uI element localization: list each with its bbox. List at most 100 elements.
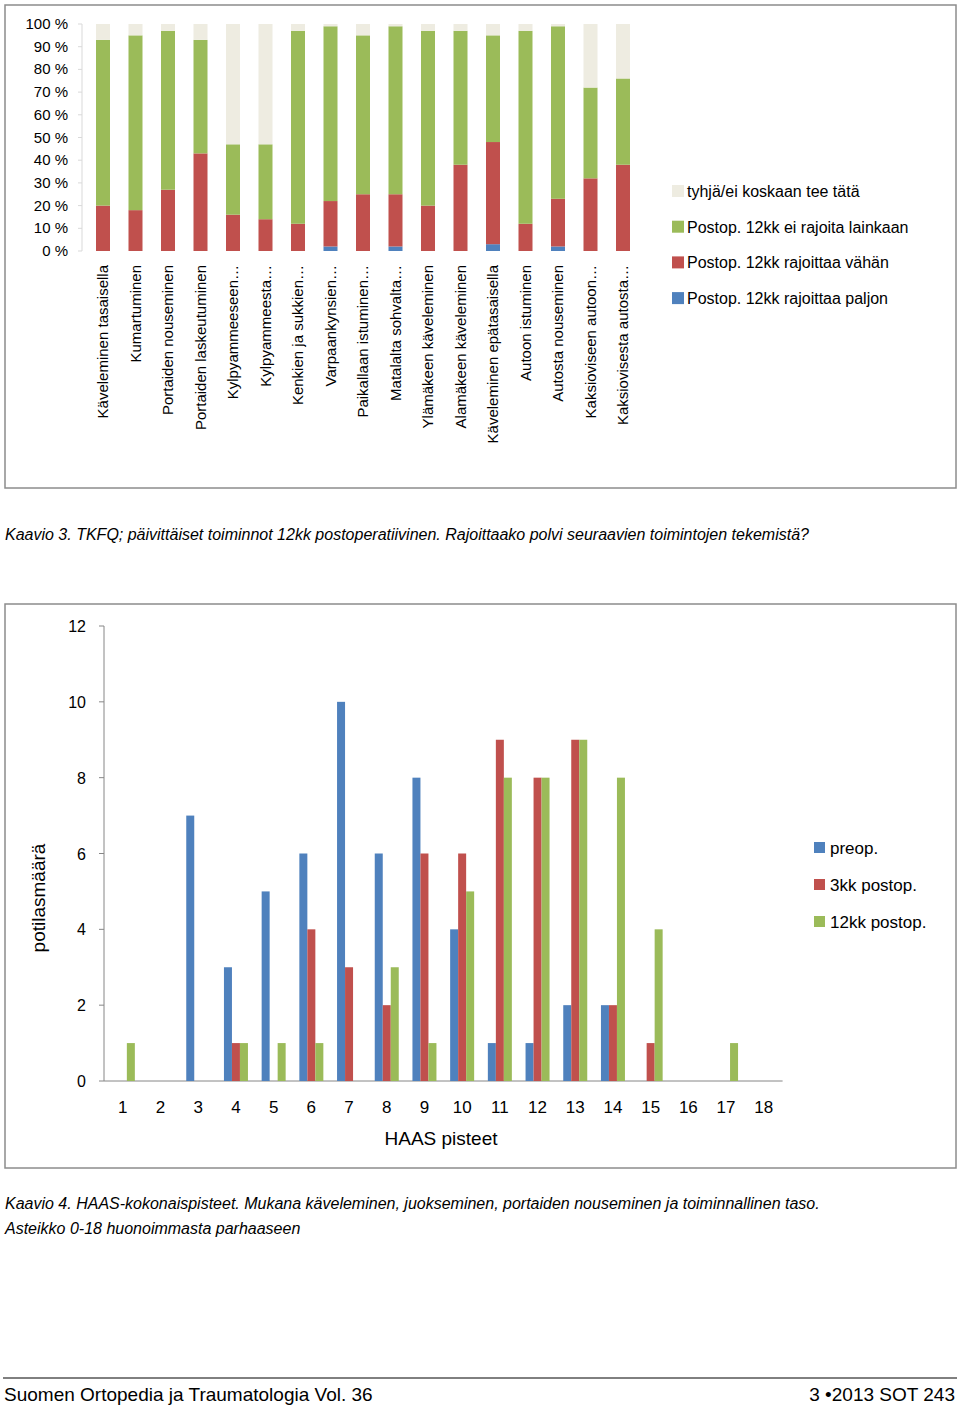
y-tick <box>78 24 82 25</box>
bar-segment <box>551 24 565 26</box>
y-tick <box>78 251 82 252</box>
y-tick <box>78 160 82 161</box>
x-tick-label: 5 <box>269 1098 278 1117</box>
bar-segment <box>356 194 370 251</box>
y-tick-label: 40 % <box>34 151 68 168</box>
bar <box>647 1043 655 1081</box>
x-tick-label: 9 <box>420 1098 429 1117</box>
chart-frame <box>5 604 956 1168</box>
footer-rule <box>3 1378 957 1379</box>
legend-label: 3kk postop. <box>830 876 917 895</box>
y-tick-label: 2 <box>77 997 86 1014</box>
bar-segment <box>324 246 338 251</box>
bar-segment <box>389 24 403 26</box>
y-tick-label: 30 % <box>34 174 68 191</box>
bar <box>232 1043 240 1081</box>
x-tick-label: Kaksioviseen autoon… <box>582 265 599 418</box>
bar-segment <box>454 31 468 165</box>
bar <box>676 1081 684 1082</box>
chart-frame <box>5 5 956 488</box>
x-tick-label: 7 <box>344 1098 353 1117</box>
bar-segment <box>584 178 598 251</box>
page: 0 %10 %20 %30 %40 %50 %60 %70 %80 %90 %1… <box>0 0 960 1406</box>
bar <box>127 1043 135 1081</box>
y-tick <box>78 137 82 138</box>
legend-swatch <box>672 185 684 197</box>
bar <box>307 929 315 1081</box>
bar-segment <box>96 206 110 251</box>
bar <box>684 1081 692 1082</box>
bar-segment <box>259 219 273 251</box>
caption: Kaavio 4. HAAS-kokonaispisteet. Mukana k… <box>5 1195 820 1212</box>
bar-segment <box>616 78 630 164</box>
y-tick-label: 10 % <box>34 219 68 236</box>
x-tick-label: Kylpyammeeseen… <box>224 265 241 399</box>
y-tick <box>78 182 82 183</box>
bar-segment <box>519 24 533 31</box>
y-tick <box>99 1081 104 1082</box>
bar-segment <box>421 31 435 206</box>
bar <box>496 740 504 1081</box>
bar <box>111 1081 119 1082</box>
x-tick-label: 1 <box>118 1098 127 1117</box>
bar-segment <box>129 35 143 210</box>
bar-segment <box>389 246 403 251</box>
bar-segment <box>259 144 273 219</box>
y-tick <box>99 929 104 930</box>
x-axis <box>104 1081 783 1082</box>
y-tick <box>78 69 82 70</box>
bar <box>270 1081 278 1082</box>
bar <box>149 1081 157 1082</box>
bar-segment <box>551 199 565 247</box>
y-tick-label: 12 <box>68 618 86 635</box>
caption: Kaavio 3. TKFQ; päivittäiset toiminnot 1… <box>5 526 809 543</box>
caption: Asteikko 0-18 huonoimmasta parhaaseen <box>4 1220 300 1237</box>
bar <box>760 1081 768 1082</box>
bar-segment <box>551 26 565 199</box>
y-tick <box>78 205 82 206</box>
y-tick <box>78 228 82 229</box>
y-tick <box>99 853 104 854</box>
legend-label: tyhjä/ei koskaan tee tätä <box>687 183 860 200</box>
bar <box>353 1081 361 1082</box>
x-tick-label: Ylämäkeen käveleminen <box>419 265 436 428</box>
bar <box>526 1043 534 1081</box>
y-tick-label: 10 <box>68 694 86 711</box>
bar <box>617 778 625 1081</box>
bar <box>458 854 466 1082</box>
x-tick-label: 13 <box>566 1098 585 1117</box>
bar-segment <box>486 142 500 244</box>
bar-segment <box>291 24 305 31</box>
bar-segment <box>194 153 208 251</box>
x-tick-label: 12 <box>528 1098 547 1117</box>
x-tick-label: 11 <box>491 1098 509 1117</box>
y-tick-label: 50 % <box>34 129 68 146</box>
bar <box>391 967 399 1081</box>
bar-segment <box>291 31 305 224</box>
bar <box>655 929 663 1081</box>
y-tick-label: 8 <box>77 770 86 787</box>
bar-segment <box>194 40 208 154</box>
bar <box>466 891 474 1081</box>
y-tick <box>99 777 104 778</box>
bar-segment <box>291 224 305 251</box>
x-tick-label: Autoon istuminen <box>517 265 534 381</box>
bar-segment <box>421 24 435 31</box>
bar <box>420 854 428 1082</box>
legend-label: Postop. 12kk rajoittaa vähän <box>687 254 889 271</box>
x-tick-label: 3 <box>194 1098 203 1117</box>
bar <box>579 740 587 1081</box>
bar <box>240 1043 248 1081</box>
y-tick-label: 0 % <box>42 242 68 259</box>
bar <box>609 1005 617 1081</box>
x-tick-label: Käveleminen epätasaisella <box>484 264 501 443</box>
bar <box>224 967 232 1081</box>
bar-segment <box>96 40 110 206</box>
bar <box>730 1043 738 1081</box>
bar-segment <box>551 246 565 251</box>
bar <box>768 1081 776 1082</box>
bar <box>194 1081 202 1082</box>
bar <box>450 929 458 1081</box>
y-tick <box>99 1005 104 1006</box>
x-tick-label: Portaiden nouseminen <box>159 265 176 415</box>
